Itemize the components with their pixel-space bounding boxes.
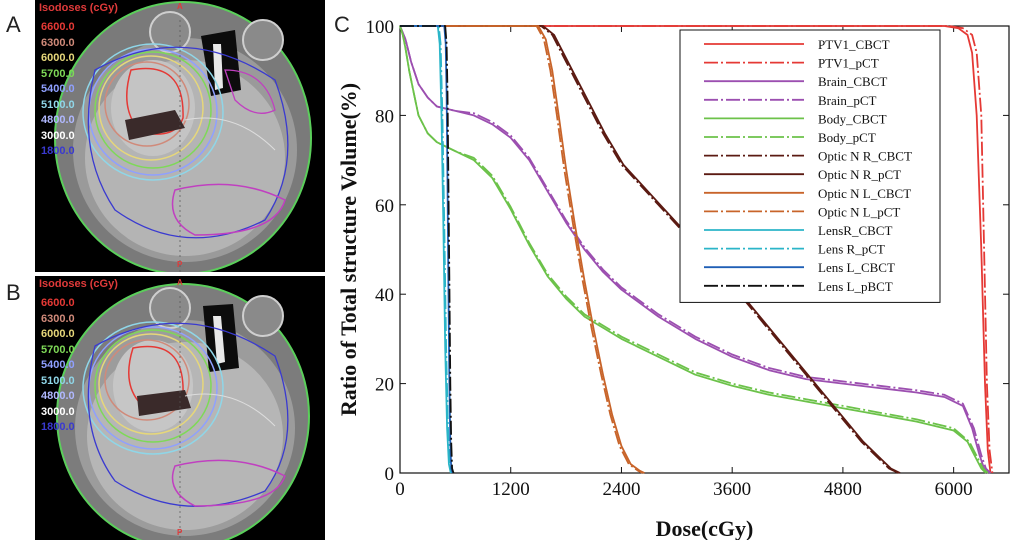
isodose-title-a: Isodoses (cGy): [39, 2, 118, 14]
x-tick-label: 4800: [824, 479, 862, 500]
series-line-2: [400, 25, 994, 474]
y-tick-label: 80: [375, 106, 394, 127]
ct-panel-b: Isodoses (cGy) A P 6600.0 6300.0 6000.0 …: [35, 276, 325, 540]
x-tick-label: 1200: [492, 479, 530, 500]
isodose-level: 6300.0: [41, 36, 75, 49]
isodose-level: 1800.0: [41, 145, 75, 157]
y-tick-label: 60: [375, 196, 394, 217]
isodose-level: 6000.0: [41, 52, 75, 64]
isodose-level: 6600.0: [41, 297, 75, 309]
panel-label-c: C: [334, 12, 350, 37]
legend-label: Optic N L_pCT: [818, 204, 900, 219]
orient-top-b: A: [177, 278, 183, 287]
panel-label-b: B: [6, 280, 21, 305]
y-tick-label: 100: [366, 17, 395, 38]
x-tick-label: 2400: [602, 479, 640, 500]
y-axis-label: Ratio of Total structure Volume(%): [336, 83, 361, 416]
legend-label: PTV1_CBCT: [818, 37, 890, 52]
series-line-10: [400, 25, 644, 474]
isodose-level: 5100.0: [41, 374, 75, 387]
legend-label: Lens R_pCT: [818, 242, 885, 257]
legend-label: Brain_CBCT: [818, 74, 887, 89]
isodose-level: 3000.0: [41, 129, 75, 142]
y-tick-label: 20: [375, 375, 394, 396]
orient-top-a: A: [177, 2, 183, 11]
isodose-level: 5400.0: [41, 359, 75, 371]
orient-bottom-a: P: [177, 260, 183, 269]
isodose-level: 5700.0: [41, 67, 75, 80]
isodose-level: 5400.0: [41, 83, 75, 95]
legend-label: Optic N R_CBCT: [818, 149, 912, 164]
legend-label: Lens L_pBCT: [818, 279, 893, 294]
y-tick-label: 40: [375, 285, 394, 306]
legend-label: Body_pCT: [818, 130, 876, 145]
ct-panel-a: Isodoses (cGy) A P 6600.0 6300.0 6000.0 …: [35, 0, 325, 272]
legend-label: LensR_CBCT: [818, 223, 892, 238]
isodose-level: 1800.0: [41, 421, 75, 433]
ct-scan-image-a: [54, 1, 312, 272]
series-line-7: [400, 25, 899, 474]
x-axis-label: Dose(cGy): [656, 516, 754, 540]
y-tick-label: 0: [385, 464, 395, 485]
ct-scan-image-b: [56, 283, 310, 540]
x-tick-label: 3600: [713, 479, 751, 500]
series-line-6: [399, 25, 989, 474]
legend-label: Body_CBCT: [818, 111, 887, 126]
isodose-level: 6300.0: [41, 312, 75, 325]
legend-label: PTV1_pCT: [818, 56, 879, 71]
legend-label: Optic N R_pCT: [818, 167, 901, 182]
isodose-level: 6000.0: [41, 328, 75, 340]
legend-label: Optic N L_CBCT: [818, 186, 911, 201]
x-tick-label: 6000: [935, 479, 973, 500]
isodose-level: 6600.0: [41, 21, 75, 33]
isodose-level: 5100.0: [41, 98, 75, 111]
isodose-level: 3000.0: [41, 405, 75, 418]
series-line-14: [400, 25, 455, 474]
isodose-level: 4800.0: [41, 390, 75, 402]
series-line-12: [400, 25, 453, 474]
isodose-title-b: Isodoses (cGy): [39, 278, 118, 290]
isodose-level: 5700.0: [41, 343, 75, 356]
series-line-9: [400, 25, 645, 474]
legend-label: Lens L_CBCT: [818, 260, 895, 275]
isodose-legend-a: 6600.0 6300.0 6000.0 5700.0 5400.0 5100.…: [41, 20, 75, 160]
x-tick-label: 0: [395, 479, 405, 500]
series-line-13: [400, 25, 454, 474]
series-line-4: [399, 25, 992, 474]
legend-label: Brain_pCT: [818, 93, 877, 108]
series-line-8: [400, 25, 901, 474]
panel-label-a: A: [6, 12, 21, 37]
legend-box: [679, 29, 941, 303]
isodose-level: 4800.0: [41, 114, 75, 126]
isodose-legend-b: 6600.0 6300.0 6000.0 5700.0 5400.0 5100.…: [41, 296, 75, 436]
orient-bottom-b: P: [177, 528, 183, 537]
